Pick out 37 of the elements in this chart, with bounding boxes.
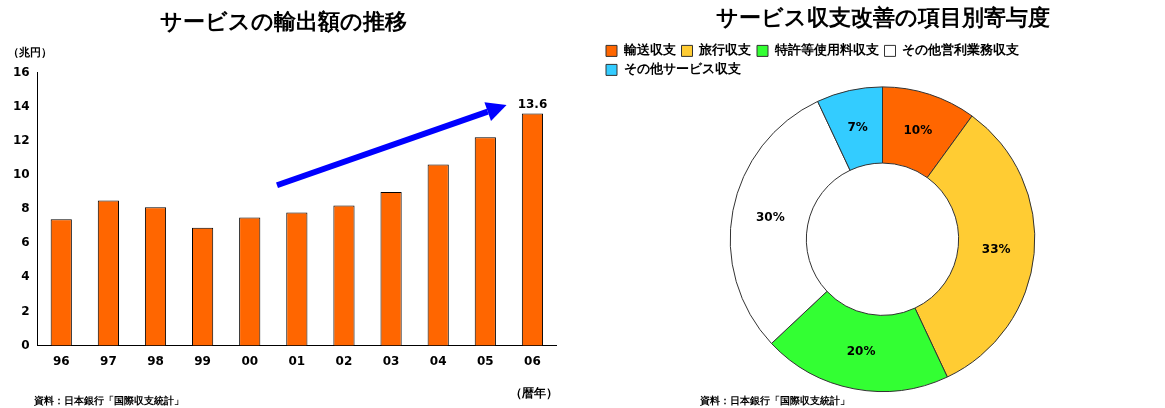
y-tick-label: 2 [21,303,30,318]
data-label: 7% [847,119,868,134]
x-tick-label: 97 [100,353,117,368]
data-label: 20% [846,343,876,358]
y-tick-label: 8 [21,201,30,216]
legend-label: その他営利業務収支 [902,42,1019,58]
y-tick-label: 14 [13,98,30,113]
x-tick-label: 99 [194,353,211,368]
x-tick-label: 01 [288,353,306,368]
x-tick-label: 96 [52,353,70,368]
legend-label: その他サービス収支 [623,61,741,77]
y-tick-label: 16 [13,64,30,79]
y-tick-label: 4 [21,269,30,284]
data-label: 30% [755,209,785,224]
y-tick-label: 6 [21,235,30,250]
x-tick-label: 06 [524,353,541,368]
y-tick-label: 0 [21,337,30,352]
x-tick-label: 02 [335,353,353,368]
legend-label: 輸送収支 [622,42,676,58]
x-axis-title: （暦年） [510,386,558,401]
legend-label: 特許等使用料収支 [773,42,879,58]
chart-title: サービスの輸出額の推移 [159,8,407,34]
legend-label: 旅行収支 [698,42,751,58]
x-tick-label: 00 [241,353,259,368]
text: 資料：日本銀行「国際収支統計」 [699,394,850,407]
y-tick-label: 10 [13,166,30,181]
x-tick-label: 03 [382,353,400,368]
x-tick-label: 05 [476,353,494,368]
y-tick-label: 12 [13,132,30,147]
chart-title: サービス収支改善の項目別寄与度 [715,4,1050,30]
x-tick-label: 98 [147,353,164,368]
data-label: 13.6 [517,96,548,111]
text: 資料：日本銀行「国際収支統計」 [33,394,184,407]
y-axis-title: （兆円） [8,45,52,59]
x-tick-label: 04 [429,353,447,368]
data-label: 10% [903,122,933,137]
data-label: 33% [981,242,1011,257]
